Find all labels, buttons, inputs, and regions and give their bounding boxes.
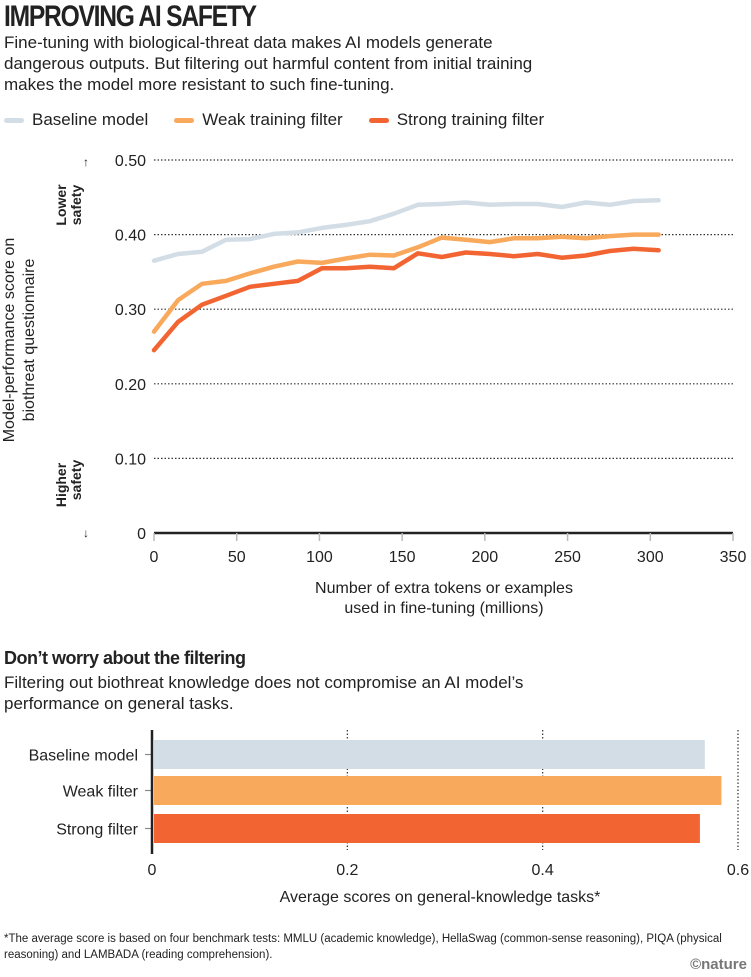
y-tick-label: 0.50	[115, 153, 146, 170]
bar-x-tick-label: 0.2	[336, 862, 358, 879]
x-tick-label: 300	[637, 549, 664, 566]
arrow-down-icon: ↓	[83, 526, 89, 540]
page-title: IMPROVING AI SAFETY	[4, 0, 257, 33]
bar-chart: 0 0.2 0.4 0.6 Baseline model Weak filter Stron…	[29, 730, 749, 906]
legend-label: Baseline model	[32, 110, 149, 129]
bar-strong	[154, 814, 700, 843]
bar-x-axis-label: Average scores on general-knowledge task…	[280, 889, 601, 906]
x-tick-label: 150	[389, 549, 416, 566]
y-tick-label: 0.30	[115, 302, 146, 319]
bar-category-label: Weak filter	[63, 784, 139, 801]
bar-x-tick-label: 0.6	[727, 862, 749, 879]
legend-item-baseline: Baseline model	[4, 110, 148, 130]
legend-item-weak: Weak training filter	[174, 110, 343, 130]
annotation-higher: Higher	[53, 462, 69, 507]
y-axis-label-line2: biothreat questionnaire	[21, 259, 38, 422]
x-tick-label: 0	[150, 549, 159, 566]
x-axis-label-line2: used in fine-tuning (millions)	[344, 600, 543, 617]
footnote: *The average score is based on four benc…	[4, 933, 722, 961]
chart-legend: Baseline model Weak training filter Stro…	[4, 110, 570, 130]
page-subtitle: Fine-tuning with biological-threat data …	[4, 33, 533, 94]
x-tick-label: 200	[472, 549, 499, 566]
legend-swatch	[4, 117, 24, 123]
bar-weak	[154, 776, 722, 805]
bar-baseline	[154, 740, 705, 769]
legend-swatch	[368, 117, 389, 123]
y-tick-label: 0.20	[115, 377, 146, 394]
nature-logo: ©nature	[690, 956, 747, 973]
bar-x-tick-label: 0	[148, 862, 157, 879]
x-tick-label: 50	[228, 549, 246, 566]
y-tick-label: 0	[137, 526, 146, 543]
x-tick-label: 250	[554, 549, 581, 566]
series-line-weak	[151, 232, 661, 334]
legend-label: Strong training filter	[396, 110, 545, 129]
series-line-strong	[151, 246, 661, 353]
x-tick-label: 100	[306, 549, 333, 566]
y-tick-label: 0.10	[115, 451, 146, 468]
annotation-lower: Lower	[53, 184, 69, 226]
legend-item-strong: Strong training filter	[368, 110, 545, 130]
y-tick-label: 0.40	[115, 228, 146, 245]
bar-category-label: Strong filter	[56, 822, 138, 839]
section2-title: Don’t worry about the filtering	[4, 648, 246, 668]
line-chart: 0 0.10 0.20 0.30 0.40 0.50 0 50 100 150 200 250 300 3…	[1, 153, 747, 617]
arrow-up-icon: ↑	[83, 155, 89, 169]
x-tick-label: 350	[720, 549, 747, 566]
bar-category-label: Baseline model	[29, 748, 138, 765]
y-axis-label-line1: Model-performance score on	[1, 238, 18, 443]
section2-text: Filtering out biothreat knowledge does n…	[4, 673, 524, 713]
bar-x-tick-label: 0.4	[532, 862, 554, 879]
annotation-higher-safety: safety	[68, 460, 84, 501]
legend-label: Weak training filter	[202, 110, 343, 129]
x-axis-label-line1: Number of extra tokens or examples	[315, 580, 573, 597]
series-line-baseline	[151, 198, 661, 263]
annotation-lower-safety: safety	[68, 185, 84, 226]
legend-swatch	[174, 117, 195, 123]
